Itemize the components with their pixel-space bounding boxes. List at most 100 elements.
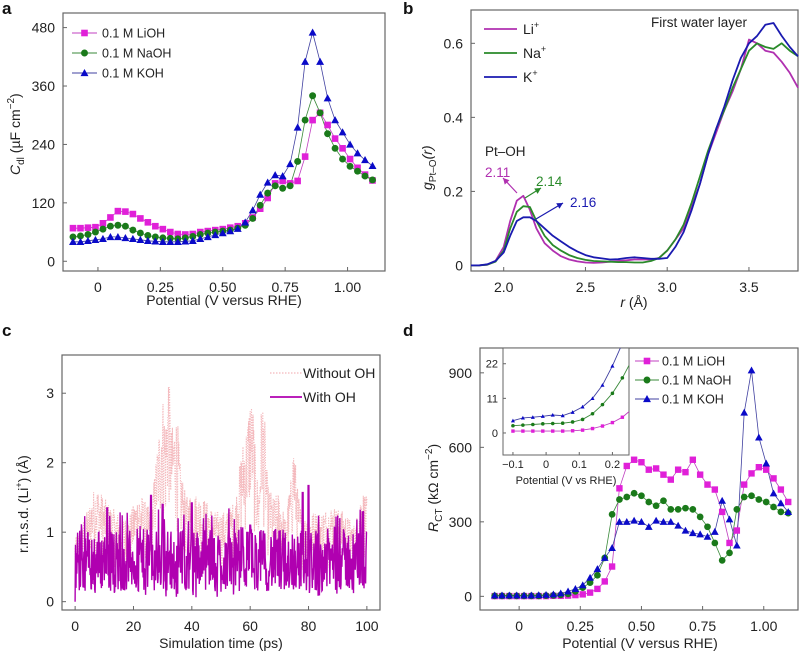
- data-point: [645, 466, 652, 473]
- data-point: [84, 231, 92, 238]
- inset-data-point: [541, 422, 545, 426]
- data-point: [601, 578, 608, 585]
- legend-c: Without OH With OH: [270, 365, 375, 405]
- data-point: [144, 231, 152, 239]
- data-point: [718, 508, 726, 516]
- annotation-na-peak: 2.14: [536, 174, 563, 189]
- data-point: [542, 591, 550, 598]
- data-point: [121, 222, 129, 230]
- series-line-0-1-m-naoh: [72, 94, 373, 240]
- data-point: [354, 167, 362, 175]
- data-point: [271, 171, 280, 179]
- data-point: [696, 471, 704, 478]
- data-point: [196, 231, 204, 238]
- data-point: [659, 517, 668, 525]
- y-tick-label: 0: [464, 588, 472, 604]
- data-point: [301, 57, 310, 65]
- x-tick-label: 2.0: [494, 279, 514, 295]
- inset-data-point: [590, 411, 595, 416]
- x-tick-label: 3.5: [739, 279, 759, 295]
- data-point: [667, 476, 674, 483]
- data-point: [137, 215, 144, 222]
- inset-data-point: [600, 402, 605, 407]
- data-point: [361, 156, 369, 164]
- x-tick-label: 3.0: [657, 279, 677, 295]
- data-point: [784, 508, 793, 515]
- data-point: [249, 214, 257, 222]
- data-point: [99, 225, 107, 233]
- inset-data-point: [541, 429, 545, 433]
- data-point: [682, 468, 689, 476]
- inset-data-point: [620, 341, 624, 345]
- data-point: [527, 591, 536, 599]
- data-point: [711, 539, 719, 547]
- x-tick-label: 0.75: [689, 618, 716, 634]
- data-point: [353, 149, 362, 157]
- data-point: [748, 470, 755, 477]
- inset-data-point: [600, 383, 605, 387]
- inset-data-point: [620, 376, 625, 380]
- legend-b: Li+ Na+ K+: [484, 20, 546, 85]
- x-tick-label: 60: [242, 618, 258, 634]
- inset-data-point: [560, 429, 565, 433]
- data-point: [733, 541, 741, 549]
- data-point: [158, 237, 167, 245]
- x-tick-label: 20: [126, 618, 142, 634]
- panel-b: b 2.0 2.5 3.0 3.5 0 0.2 0.4 0.6 Li+ Na+ K+ First …: [403, 0, 799, 310]
- series-line-na: [471, 42, 799, 267]
- x-tick-label: 0.1: [572, 459, 587, 471]
- data-point: [174, 230, 182, 238]
- legend-marker: [80, 69, 89, 77]
- legend-label: Without OH: [303, 365, 375, 381]
- data-point: [233, 224, 242, 232]
- series-line-k: [471, 22, 799, 267]
- data-point: [710, 527, 719, 535]
- data-point: [331, 144, 339, 152]
- y-axis-label-c: r.m.s.d. (Li+) (Å): [14, 455, 31, 553]
- data-point: [181, 237, 190, 245]
- panel-c: c 0 20 40 60 80 100 0 1 2 3 Without OH With OH Sim…: [2, 321, 381, 651]
- data-point: [173, 237, 182, 245]
- inset-data-point: [550, 412, 555, 417]
- data-point: [512, 591, 521, 599]
- axes-c: 0 20 40 60 80 100 0 1 2 3: [46, 385, 379, 634]
- data-point: [748, 492, 755, 500]
- inset-data-point: [531, 429, 535, 433]
- y-tick-label: 480: [32, 20, 56, 36]
- inset-data-point: [550, 421, 555, 426]
- data-point: [630, 516, 638, 524]
- data-point: [301, 116, 309, 124]
- data-point: [616, 485, 623, 492]
- legend-label: 0.1 M NaOH: [662, 374, 731, 388]
- data-point: [549, 590, 558, 598]
- data-point: [308, 28, 317, 36]
- data-point: [129, 210, 137, 218]
- data-point: [770, 475, 777, 482]
- data-point: [77, 232, 84, 240]
- x-tick-label: 0.2: [605, 459, 620, 471]
- data-point: [652, 502, 660, 510]
- data-point: [594, 571, 601, 579]
- data-point: [324, 121, 331, 129]
- legend-marker: [643, 357, 651, 365]
- data-point: [331, 135, 339, 142]
- data-point: [785, 498, 792, 506]
- y-tick-label: 120: [32, 195, 56, 211]
- y-tick-label: 0: [492, 428, 498, 440]
- data-point: [608, 544, 616, 551]
- inset-data-point: [530, 415, 535, 419]
- legend-d: 0.1 M LiOH 0.1 M NaOH 0.1 M KOH: [635, 355, 731, 407]
- inset-d: −0.1 0 0.1 0.2 0 11 22 Potential (V vs RHE): [486, 341, 630, 487]
- y-tick-label: 0.4: [444, 109, 464, 125]
- data-point: [339, 145, 346, 152]
- data-point: [264, 189, 272, 197]
- inset-data-point: [510, 418, 515, 423]
- inset-data-point: [560, 413, 565, 418]
- inset-series: [510, 341, 629, 433]
- inset-data-point: [511, 429, 515, 433]
- data-point: [346, 140, 355, 148]
- data-point: [689, 506, 697, 513]
- data-point: [762, 498, 770, 506]
- data-point: [564, 587, 572, 595]
